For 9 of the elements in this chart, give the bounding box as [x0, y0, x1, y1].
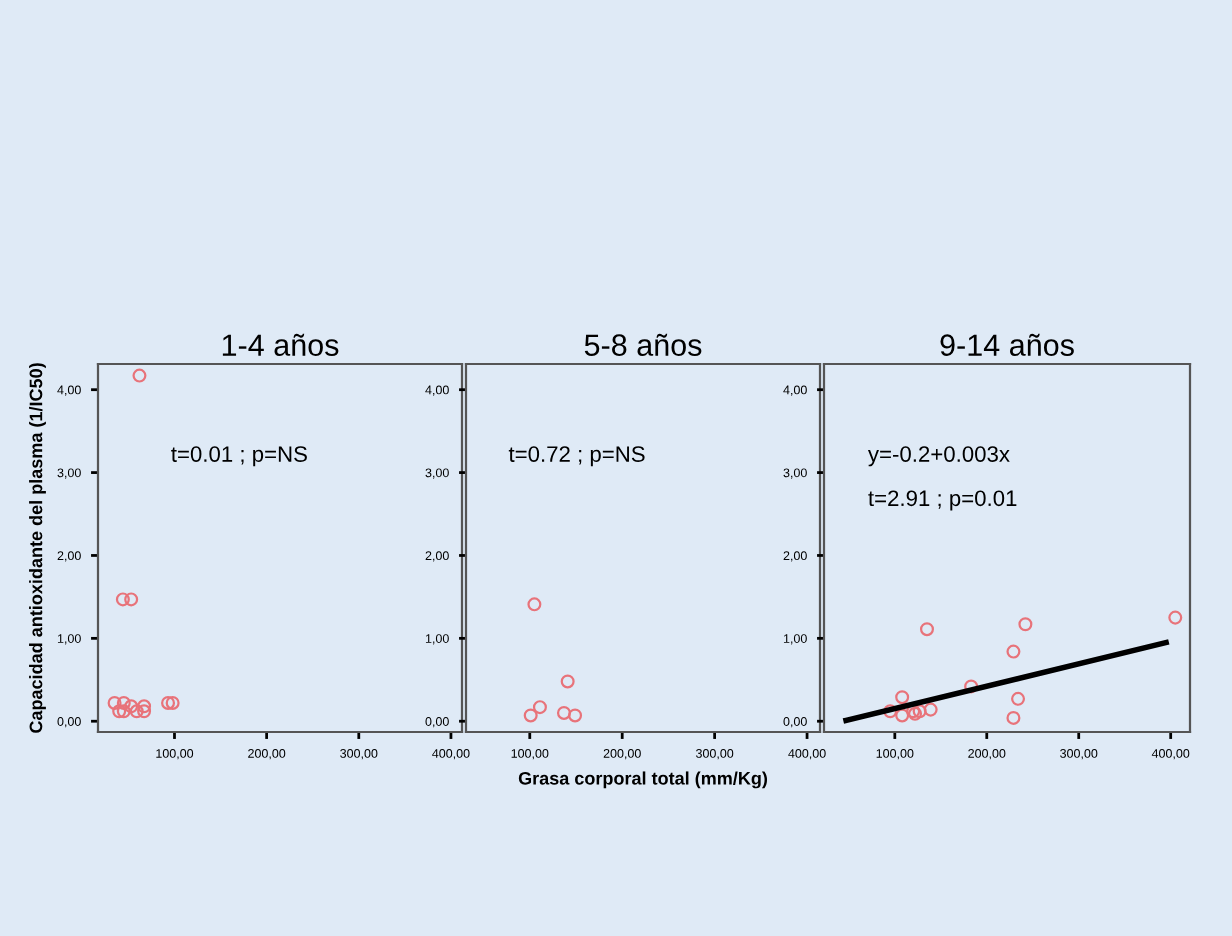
annotation: t=0.72 ; p=NS: [508, 446, 645, 467]
chart-title: 1-4 años: [222, 333, 339, 356]
annotation: t=2.91 ; p=0.01: [868, 490, 1017, 511]
chart-title: 9-14 años: [940, 333, 1074, 356]
y-axis-title: Capacidad antioxidante del plasma (1/IC50): [29, 363, 46, 733]
annotation: t=0.01 ; p=NS: [171, 446, 307, 467]
x-axis-title: Grasa corporal total (mm/Kg): [518, 771, 768, 789]
annotation: y=-0.2+0.003x: [867, 446, 1010, 467]
chart-title: 5-8 años: [584, 333, 702, 356]
